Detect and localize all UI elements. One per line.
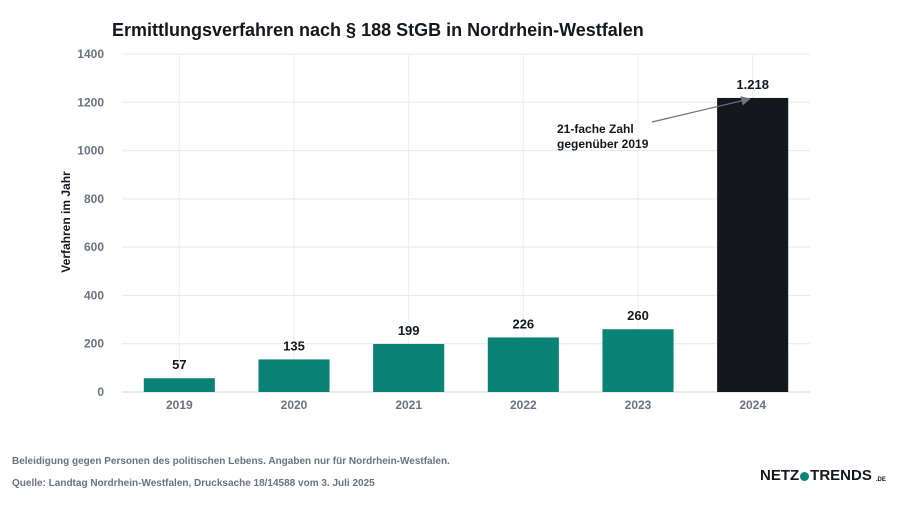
data-label-2024: 1.218 (736, 77, 769, 92)
x-tick-label: 2021 (395, 398, 422, 412)
bar-2022 (487, 337, 559, 392)
y-tick-label: 1000 (77, 144, 104, 158)
y-tick-label: 1200 (77, 95, 104, 109)
logo-text-left: NETZ (760, 467, 800, 484)
x-tick-label: 2023 (625, 398, 652, 412)
logo-dot-icon (800, 472, 810, 481)
bar-2019 (143, 378, 215, 392)
y-tick-label: 800 (84, 192, 104, 206)
data-label-2019: 57 (172, 357, 186, 372)
netztrends-logo[interactable]: NETZ TRENDS .DE (760, 467, 886, 484)
grid-lines (122, 53, 810, 393)
data-label-2022: 226 (512, 316, 534, 331)
data-label-2021: 199 (398, 323, 420, 338)
bar-2020 (258, 359, 330, 392)
annotation-text: 21-fache Zahl (557, 122, 634, 136)
x-tick-label: 2019 (166, 398, 193, 412)
annotation-text: gegenüber 2019 (557, 137, 649, 151)
bars (143, 97, 789, 392)
bar-2021 (373, 343, 445, 392)
bar-2024 (717, 97, 789, 392)
y-tick-label: 200 (84, 337, 104, 351)
x-tick-label: 2020 (281, 398, 308, 412)
chart-title: Ermittlungsverfahren nach § 188 StGB in … (112, 20, 644, 40)
y-tick-label: 400 (84, 288, 104, 302)
data-labels: 57 135 199 226 260 1.218 (172, 77, 769, 372)
x-tick-label: 2024 (739, 398, 766, 412)
bar-2023 (602, 329, 674, 392)
logo-suffix: .DE (875, 476, 886, 483)
y-tick-label: 600 (84, 240, 104, 254)
y-axis-label: Verfahren im Jahr (59, 171, 73, 273)
footnote-source: Quelle: Landtag Nordrhein-Westfalen, Dru… (12, 478, 375, 489)
y-axis-ticks: 0 200 400 600 800 1000 1200 1400 (77, 47, 104, 399)
x-tick-label: 2022 (510, 398, 537, 412)
y-tick-label: 1400 (77, 47, 104, 61)
footnote-description: Beleidigung gegen Personen des politisch… (12, 456, 450, 467)
x-axis-ticks: 2019 2020 2021 2022 2023 2024 (166, 398, 766, 412)
data-label-2020: 135 (283, 338, 305, 353)
logo-text-right: TRENDS (810, 467, 872, 484)
y-tick-label: 0 (97, 385, 104, 399)
data-label-2023: 260 (627, 308, 649, 323)
annotation-arrow (651, 96, 751, 123)
